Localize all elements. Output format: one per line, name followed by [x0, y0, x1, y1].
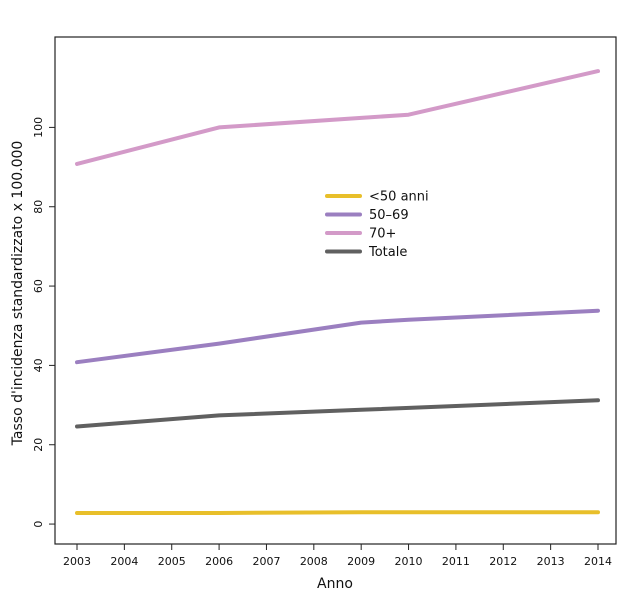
x-tick-label: 2013 — [537, 555, 565, 568]
y-tick-label: 20 — [32, 438, 45, 452]
x-tick-label: 2006 — [205, 555, 233, 568]
y-axis: 0 20 40 60 80 100 — [32, 117, 55, 528]
x-tick-label: 2004 — [110, 555, 138, 568]
legend: <50 anni 50–69 70+ Totale — [325, 190, 429, 260]
x-axis: 2003 2004 2005 2006 2007 2008 2009 2010 2011 2012… — [63, 544, 612, 568]
x-tick-label: 2007 — [252, 555, 280, 568]
x-tick-label: 2011 — [442, 555, 470, 568]
x-tick-label: 2014 — [584, 555, 612, 568]
y-tick-label: 100 — [32, 117, 45, 138]
series-line-totale — [75, 398, 600, 429]
y-tick-label: 40 — [32, 358, 45, 372]
y-tick-label: 60 — [32, 279, 45, 293]
legend-label: 50–69 — [369, 208, 409, 223]
x-axis-title: Anno — [317, 576, 353, 592]
x-tick-label: 2012 — [489, 555, 517, 568]
legend-label: 70+ — [369, 227, 396, 242]
plot-frame — [54, 36, 617, 545]
series-layer — [75, 69, 600, 515]
x-tick-label: 2008 — [300, 555, 328, 568]
legend-label: <50 anni — [369, 190, 429, 205]
legend-label: Totale — [368, 245, 407, 260]
series-line-50-anni — [75, 510, 600, 515]
y-axis-title: Tasso d'incidenza standardizzato x 100.0… — [10, 141, 26, 447]
y-tick-label: 80 — [32, 200, 45, 214]
x-tick-label: 2005 — [158, 555, 186, 568]
x-tick-label: 2010 — [395, 555, 423, 568]
series-line-70 — [75, 69, 600, 166]
series-line-50-69 — [75, 308, 600, 365]
x-tick-label: 2003 — [63, 555, 91, 568]
x-tick-label: 2009 — [347, 555, 375, 568]
y-tick-label: 0 — [32, 521, 45, 528]
